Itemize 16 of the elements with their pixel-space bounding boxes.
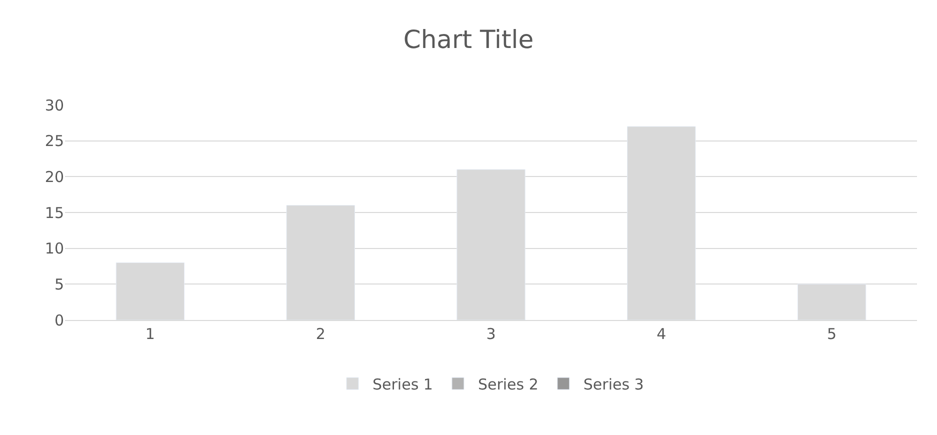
- x-tick-label: 2: [316, 325, 326, 343]
- chart-title: Chart Title: [403, 24, 534, 54]
- legend-label: Series 2: [478, 375, 538, 394]
- y-tick-label: 10: [44, 240, 64, 258]
- x-tick-label: 1: [145, 325, 155, 343]
- x-tick-label: 3: [486, 325, 496, 343]
- y-tick-label: 30: [44, 96, 64, 114]
- y-tick-label: 15: [44, 204, 64, 222]
- legend-label: Series 1: [372, 375, 433, 394]
- y-tick-label: 5: [54, 275, 64, 294]
- y-tick-label: 20: [44, 168, 64, 186]
- x-tick-label: 4: [656, 325, 666, 343]
- y-tick-label: 0: [54, 311, 64, 330]
- x-tick-label: 5: [827, 325, 837, 343]
- legend-label: Series 3: [583, 375, 644, 394]
- y-tick-label: 25: [44, 132, 64, 150]
